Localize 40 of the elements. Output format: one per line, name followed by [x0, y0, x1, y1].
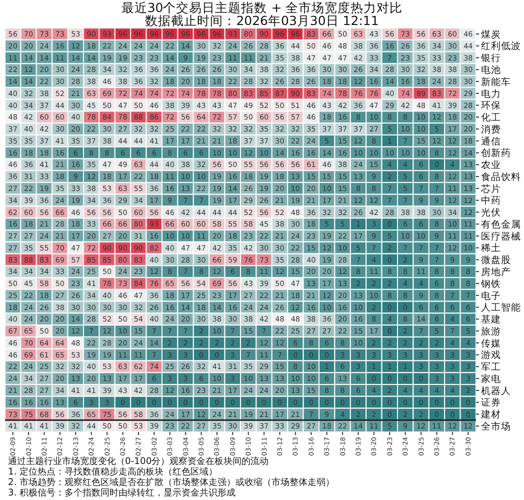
- y-tick-label: 芯片: [480, 182, 501, 195]
- y-tick-label: 光伏: [481, 206, 501, 219]
- y-tick-label: 煤炭: [481, 28, 501, 40]
- y-tick-label: 电池: [481, 64, 501, 76]
- y-tick-label: 通信: [481, 135, 501, 148]
- y-tick-label: 基建: [481, 314, 501, 326]
- y-tick-label: 机器人: [481, 384, 511, 397]
- y-tick-label: 创新药: [481, 147, 511, 160]
- chart-subtitle: 数据截止时间：2026年03月30日 12:11: [145, 13, 379, 28]
- y-tick-label: 中药: [481, 194, 501, 207]
- y-tick-label: 医疗器械: [481, 230, 521, 242]
- y-tick-label: 电力: [481, 88, 501, 100]
- y-tick-label: 微盘股: [481, 254, 511, 266]
- y-tick-label: 化工: [481, 112, 501, 124]
- y-tick-label: 房地产: [481, 266, 511, 278]
- y-tick-label: 有色金属: [481, 218, 521, 230]
- text: 2. 市场趋势：观察红色区域是否在扩散（市场整体走强）或收缩（市场整体走弱）: [8, 477, 335, 488]
- y-tick-label: 人工智能: [481, 302, 521, 314]
- y-tick-label: 稀土: [481, 242, 501, 254]
- text: 3. 积极信号：多个指数同时由绿转红，显示资金共识形成: [8, 488, 236, 498]
- y-tick-label: 新能车: [481, 76, 511, 88]
- y-tick-label: 军工: [481, 362, 501, 374]
- y-tick-label: 建材: [480, 408, 501, 421]
- y-tick-label: 家电: [481, 372, 501, 385]
- text: 1. 定位热点：寻找数值稳步走高的板块（红色区域）: [8, 466, 218, 478]
- y-tick-label: 电子: [481, 290, 501, 302]
- y-tick-label: 钢铁: [480, 278, 501, 290]
- y-tick-label: 银行: [480, 53, 501, 64]
- y-tick-label: 传媒: [481, 338, 501, 350]
- y-tick-label: 证券: [481, 396, 501, 409]
- y-tick-label: 食品饮料: [481, 170, 521, 183]
- text: 通过主题行业市场宽度变化（0-100分）观察资金在板块间的流动: [8, 456, 269, 467]
- y-tick-label: 全市场: [481, 420, 511, 432]
- y-tick-label: 环保: [481, 100, 501, 112]
- y-tick-label: 农业: [481, 159, 501, 172]
- chart-title: 最近30个交易日主题指数 + 全市场宽度热力对比: [121, 0, 403, 15]
- y-tick-label: 红利低波: [481, 40, 521, 52]
- y-tick-label: 游戏: [481, 349, 501, 362]
- y-tick-label: 旅游: [481, 325, 501, 338]
- y-tick-label: 消费: [481, 123, 501, 136]
